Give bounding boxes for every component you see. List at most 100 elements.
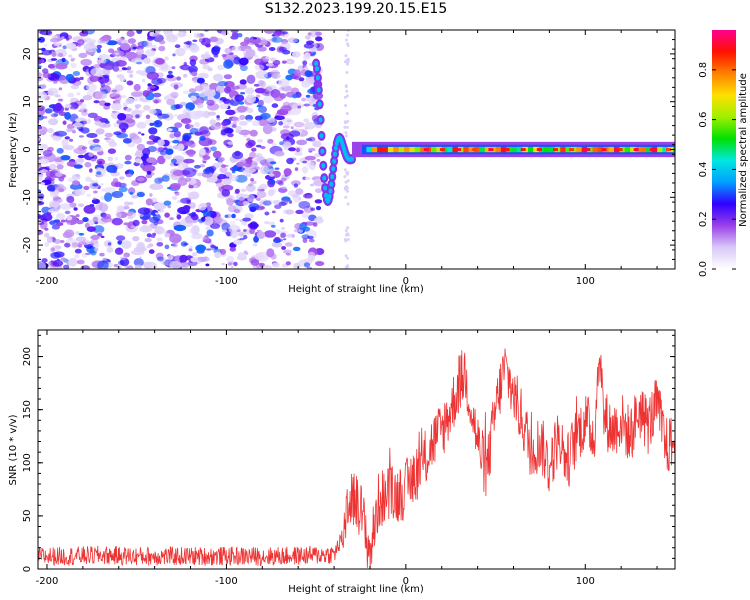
noise-blob — [155, 212, 159, 215]
noise-blob — [175, 47, 186, 57]
noise-blob — [257, 99, 264, 107]
noise-blob — [176, 214, 182, 220]
noise-blob — [164, 56, 170, 61]
noise-blob — [182, 108, 192, 118]
noise-blob — [187, 260, 198, 267]
noise-blob — [73, 161, 78, 165]
noise-blob — [93, 115, 103, 122]
noise-blob — [114, 181, 122, 188]
noise-blob — [38, 125, 42, 130]
noise-blob — [120, 43, 131, 51]
snr-plot-area — [38, 348, 675, 569]
noise-blob — [61, 57, 66, 63]
noise-blob — [79, 107, 88, 114]
noise-blob — [121, 240, 132, 249]
noise-blob — [291, 51, 301, 58]
noise-blob — [156, 242, 164, 247]
noise-blob — [82, 217, 89, 223]
noise-blob — [96, 171, 102, 175]
noise-blob — [126, 107, 132, 112]
noise-blob — [308, 238, 315, 243]
noise-blob — [44, 232, 50, 238]
noise-blob — [49, 202, 61, 210]
noise-blob — [134, 97, 139, 102]
noise-blob — [96, 44, 103, 49]
noise-blob — [260, 112, 271, 120]
noise-blob — [249, 228, 256, 234]
noise-blob — [99, 36, 110, 42]
noise-blob — [227, 141, 234, 145]
noise-blob — [221, 262, 225, 266]
signal-band-core — [500, 146, 507, 153]
noise-blob — [224, 86, 232, 94]
noise-blob — [191, 71, 198, 77]
noise-blob — [285, 253, 292, 256]
noise-blob — [183, 158, 195, 164]
noise-blob — [280, 227, 286, 230]
signal-band-core — [452, 146, 459, 153]
noise-blob — [254, 64, 265, 71]
noise-blob — [206, 180, 211, 183]
noise-blob — [50, 38, 61, 43]
noise-blob — [161, 175, 170, 182]
noise-blob — [268, 168, 275, 174]
snr-y-label: SNR (10 * v/v) — [8, 414, 19, 485]
noise-blob — [104, 120, 110, 124]
noise-blob — [231, 213, 236, 219]
noise-blob — [282, 125, 290, 129]
noise-blob — [85, 252, 91, 256]
noise-blob — [173, 84, 179, 90]
noise-blob — [57, 199, 64, 203]
signal-trace-core — [332, 158, 337, 164]
noise-blob — [312, 140, 322, 148]
noise-blob — [145, 49, 156, 57]
noise-blob — [38, 213, 42, 219]
noise-blob — [345, 189, 349, 193]
noise-blob — [293, 183, 298, 188]
noise-blob — [346, 172, 349, 176]
noise-blob — [346, 33, 350, 37]
noise-blob — [272, 170, 281, 178]
noise-blob — [141, 78, 146, 83]
noise-blob — [304, 221, 315, 226]
noise-blob — [235, 161, 246, 168]
signal-trace-core — [316, 87, 321, 93]
noise-blob — [180, 64, 191, 71]
noise-blob — [199, 126, 209, 135]
noise-blob — [84, 30, 96, 35]
noise-blob — [247, 139, 256, 147]
noise-blob — [344, 233, 348, 237]
noise-blob — [173, 130, 181, 138]
signal-band-peak — [585, 148, 591, 151]
noise-blob — [62, 120, 67, 125]
noise-blob — [345, 89, 349, 93]
noise-blob — [100, 82, 106, 88]
noise-blob — [314, 153, 321, 158]
noise-blob — [145, 198, 153, 206]
spectrogram-y-label: Frequency (Hz) — [8, 112, 19, 188]
noise-blob — [44, 108, 53, 114]
noise-blob — [268, 188, 277, 194]
signal-trace-core — [327, 193, 332, 199]
noise-blob — [288, 147, 296, 152]
noise-blob — [142, 164, 156, 172]
noise-blob — [89, 75, 99, 82]
noise-blob — [224, 214, 229, 218]
noise-blob — [303, 103, 311, 107]
noise-blob — [60, 219, 67, 223]
noise-blob — [156, 237, 163, 242]
noise-blob — [38, 176, 43, 182]
noise-blob — [126, 265, 134, 269]
noise-blob — [343, 125, 347, 129]
noise-blob — [96, 48, 102, 53]
noise-blob — [344, 229, 348, 232]
noise-blob — [189, 202, 196, 209]
noise-blob — [292, 246, 301, 252]
noise-blob — [194, 121, 200, 128]
noise-blob — [32, 71, 38, 76]
noise-blob — [117, 240, 123, 245]
noise-blob — [136, 61, 143, 65]
noise-blob — [285, 261, 291, 266]
noise-blob — [127, 38, 136, 44]
